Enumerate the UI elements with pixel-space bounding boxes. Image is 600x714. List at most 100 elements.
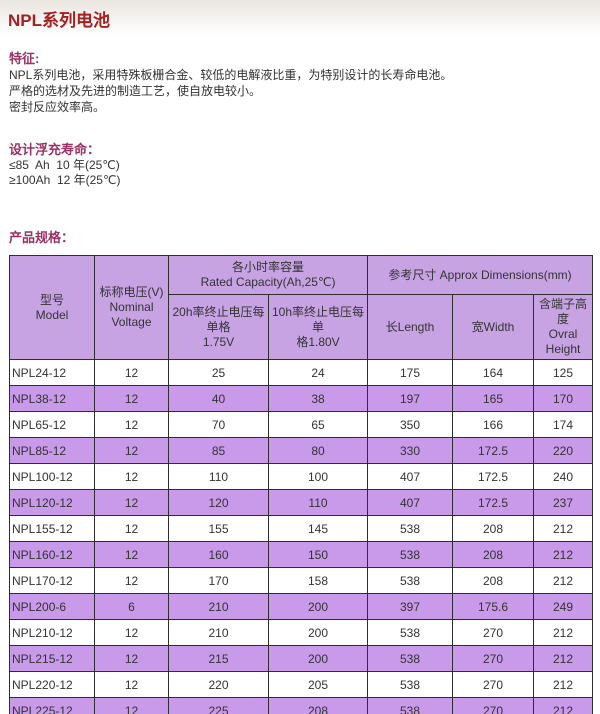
value-cell: 12: [94, 619, 169, 646]
features-section: 特征: NPL系列电池，采用特殊板栅合金、较低的电解液比重，为特别设计的长寿命电…: [9, 48, 592, 115]
col-header-model-en: Model: [35, 307, 69, 322]
title-band: NPL系列电池: [0, 0, 600, 37]
value-cell: 145: [268, 515, 368, 542]
value-cell: 538: [367, 619, 453, 646]
value-cell: 208: [452, 541, 534, 568]
col-header-20h-line1: 20h率终止电压每单格: [172, 304, 265, 334]
value-cell: 220: [168, 671, 269, 698]
col-header-model-zh: 型号: [39, 292, 64, 307]
content: 特征: NPL系列电池，采用特殊板栅合金、较低的电解液比重，为特别设计的长寿命电…: [0, 48, 600, 714]
table-row: NPL155-12 12 155 145 538 208 212: [9, 515, 593, 542]
model-cell: NPL38-12: [9, 385, 95, 412]
features-line-2: 严格的选材及先进的制造工艺，使自放电较小。: [9, 84, 262, 98]
specs-section: 产品规格：: [9, 227, 592, 246]
value-cell: 110: [268, 489, 368, 516]
value-cell: 175: [367, 359, 453, 386]
spec-table-header: 型号 Model 标称电压(V) Nominal Voltage 各小时率容量 …: [9, 255, 593, 360]
col-header-voltage-zh: 标称电压(V): [99, 285, 164, 299]
value-cell: 12: [94, 359, 169, 386]
value-cell: 200: [268, 645, 368, 672]
value-cell: 197: [367, 385, 453, 412]
col-header-width: 宽Width: [452, 294, 534, 360]
table-row: NPL220-12 12 220 205 538 270 212: [9, 671, 593, 698]
value-cell: 70: [168, 411, 269, 438]
model-cell: NPL120-12: [9, 489, 95, 516]
value-cell: 85: [168, 437, 269, 464]
model-cell: NPL155-12: [9, 515, 95, 542]
value-cell: 175.6: [452, 593, 534, 620]
table-row: NPL38-12 12 40 38 197 165 170: [9, 385, 593, 412]
value-cell: 270: [452, 671, 534, 698]
table-row: NPL170-12 12 170 158 538 208 212: [9, 567, 593, 594]
value-cell: 12: [94, 671, 169, 698]
spec-table: 型号 Model 标称电压(V) Nominal Voltage 各小时率容量 …: [9, 255, 593, 714]
value-cell: 210: [168, 593, 269, 620]
value-cell: 100: [268, 463, 368, 490]
value-cell: 164: [452, 359, 534, 386]
value-cell: 208: [452, 515, 534, 542]
model-cell: NPL225-12: [9, 697, 95, 714]
col-header-model: 型号 Model: [9, 255, 95, 360]
value-cell: 12: [94, 463, 169, 490]
model-cell: NPL210-12: [9, 619, 95, 646]
value-cell: 397: [367, 593, 453, 620]
float-life-line-2: ≥100Ah 12 年(25℃): [9, 173, 121, 187]
value-cell: 212: [533, 645, 593, 672]
value-cell: 158: [268, 567, 368, 594]
value-cell: 212: [533, 515, 593, 542]
model-cell: NPL100-12: [9, 463, 95, 490]
float-life-heading: 设计浮充寿命：: [9, 142, 101, 157]
table-row: NPL200-6 6 210 200 397 175.6 249: [9, 593, 593, 620]
value-cell: 407: [367, 489, 453, 516]
col-header-capacity: 各小时率容量 Rated Capacity(Ah,25℃): [168, 255, 368, 295]
value-cell: 12: [94, 567, 169, 594]
model-cell: NPL220-12: [9, 671, 95, 698]
value-cell: 215: [168, 645, 269, 672]
value-cell: 538: [367, 671, 453, 698]
value-cell: 40: [168, 385, 269, 412]
model-cell: NPL24-12: [9, 359, 95, 386]
value-cell: 12: [94, 645, 169, 672]
col-header-20h-line2: 1.75V: [202, 334, 235, 349]
value-cell: 200: [268, 593, 368, 620]
value-cell: 25: [168, 359, 269, 386]
table-row: NPL215-12 12 215 200 538 270 212: [9, 645, 593, 672]
col-header-10h: 10h率终止电压每单 格1.80V: [268, 294, 368, 360]
table-row: NPL120-12 12 120 110 407 172.5 237: [9, 489, 593, 516]
value-cell: 166: [452, 411, 534, 438]
model-cell: NPL160-12: [9, 541, 95, 568]
value-cell: 150: [268, 541, 368, 568]
table-row: NPL24-12 12 25 24 175 164 125: [9, 359, 593, 386]
float-life-line-1: ≤85 Ah 10 年(25℃): [9, 158, 120, 172]
value-cell: 125: [533, 359, 593, 386]
table-row: NPL210-12 12 210 200 538 270 212: [9, 619, 593, 646]
value-cell: 538: [367, 697, 453, 714]
value-cell: 538: [367, 541, 453, 568]
value-cell: 538: [367, 645, 453, 672]
value-cell: 160: [168, 541, 269, 568]
value-cell: 155: [168, 515, 269, 542]
value-cell: 212: [533, 619, 593, 646]
float-life-section: 设计浮充寿命： ≤85 Ah 10 年(25℃) ≥100Ah 12 年(25℃…: [9, 139, 592, 188]
specs-heading: 产品规格：: [9, 230, 75, 245]
value-cell: 12: [94, 385, 169, 412]
value-cell: 407: [367, 463, 453, 490]
value-cell: 330: [367, 437, 453, 464]
col-header-dimensions: 参考尺寸 Approx Dimensions(mm): [367, 255, 593, 295]
value-cell: 12: [94, 541, 169, 568]
model-cell: NPL85-12: [9, 437, 95, 464]
value-cell: 120: [168, 489, 269, 516]
value-cell: 200: [268, 619, 368, 646]
col-header-voltage: 标称电压(V) Nominal Voltage: [94, 255, 169, 360]
value-cell: 350: [367, 411, 453, 438]
features-line-1: NPL系列电池，采用特殊板栅合金、较低的电解液比重，为特别设计的长寿命电池。: [9, 68, 453, 82]
table-row: NPL225-12 12 225 208 538 270 212: [9, 697, 593, 714]
features-heading: 特征:: [9, 51, 40, 66]
value-cell: 170: [533, 385, 593, 412]
col-header-capacity-zh: 各小时率容量: [231, 260, 304, 274]
table-row: NPL65-12 12 70 65 350 166 174: [9, 411, 593, 438]
model-cell: NPL215-12: [9, 645, 95, 672]
value-cell: 12: [94, 437, 169, 464]
page-title: NPL系列电池: [8, 11, 110, 30]
